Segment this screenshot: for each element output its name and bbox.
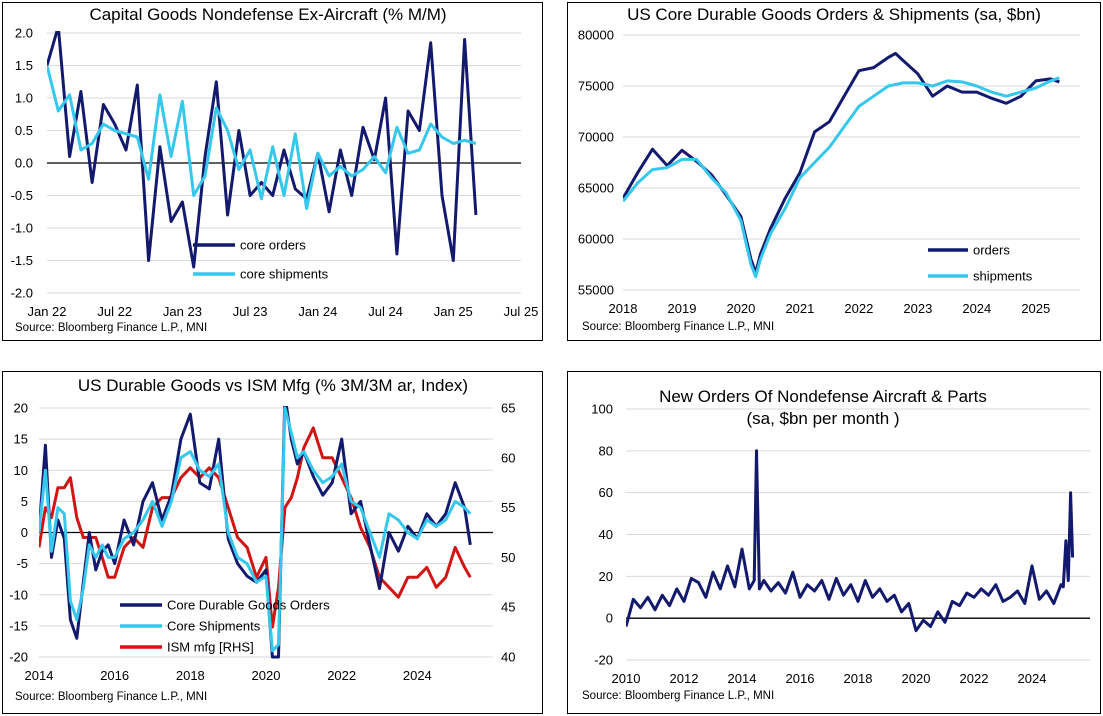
y-tick-label: 60	[599, 485, 613, 500]
capital-goods-chart: Capital Goods Nondefense Ex-Aircraft (% …	[11, 5, 539, 334]
y-tick-label: 60000	[578, 232, 614, 247]
y-tick-label: 70000	[578, 130, 614, 145]
x-tick-label: Jan 25	[434, 304, 473, 319]
y-tick-label: 75000	[578, 79, 614, 94]
legend-label: ISM mfg [RHS]	[167, 640, 254, 655]
series-line-core-orders	[47, 31, 478, 269]
x-tick-label: 2024	[403, 668, 432, 683]
y-tick-label: 80000	[578, 28, 614, 43]
x-tick-label: 2022	[327, 668, 356, 683]
core-durable-chart: US Core Durable Goods Orders & Shipments…	[578, 5, 1080, 333]
y2-tick-label: 45	[501, 600, 515, 615]
x-tick-label: Jul 24	[368, 304, 403, 319]
source-note: Source: Bloomberg Finance L.P., MNI	[15, 322, 207, 334]
x-tick-label: 2018	[609, 301, 638, 316]
x-tick-label: Jan 24	[298, 304, 337, 319]
y2-tick-label: 65	[501, 401, 515, 416]
y-tick-label: 20	[599, 569, 613, 584]
aircraft-orders-chart: New Orders Of Nondefense Aircraft & Part…	[582, 387, 1090, 702]
aircraft-orders-chart-panel: New Orders Of Nondefense Aircraft & Part…	[567, 371, 1101, 714]
x-tick-label: 2020	[902, 671, 931, 686]
y-tick-label: -2.0	[11, 286, 33, 301]
x-tick-label: 2022	[960, 671, 989, 686]
series-line-core-shipments	[47, 65, 477, 210]
y-tick-label: 0.0	[15, 156, 33, 171]
x-tick-label: Jul 25	[504, 304, 539, 319]
x-tick-label: 2014	[25, 668, 54, 683]
y2-tick-label: 55	[501, 500, 515, 515]
y-tick-label: 20	[14, 401, 28, 416]
series-line-core-shipments	[39, 406, 472, 653]
y-tick-label: -5	[16, 556, 28, 571]
x-tick-label: 2024	[1018, 671, 1047, 686]
chart-title: New Orders Of Nondefense Aircraft & Part…	[659, 387, 987, 406]
x-tick-label: Jan 23	[163, 304, 202, 319]
durable-ism-chart: US Durable Goods vs ISM Mfg (% 3M/3M ar,…	[9, 376, 515, 703]
x-tick-label: Jul 23	[233, 304, 268, 319]
y-tick-label: 0	[606, 611, 613, 626]
y-tick-label: 15	[14, 432, 28, 447]
x-tick-label: 2021	[785, 301, 814, 316]
y-tick-label: -20	[9, 650, 28, 665]
legend-label: core orders	[240, 238, 306, 253]
chart-title: Capital Goods Nondefense Ex-Aircraft (% …	[89, 5, 446, 24]
y-tick-label: -20	[594, 653, 613, 668]
chart-title: US Core Durable Goods Orders & Shipments…	[627, 5, 1041, 24]
y2-tick-label: 60	[501, 450, 515, 465]
legend-label: orders	[973, 243, 1010, 258]
capital-goods-chart-panel: Capital Goods Nondefense Ex-Aircraft (% …	[2, 2, 543, 341]
y2-tick-label: 40	[501, 650, 515, 665]
x-tick-label: 2025	[1021, 301, 1050, 316]
legend-label: shipments	[973, 269, 1033, 284]
x-tick-label: 2014	[728, 671, 757, 686]
y-tick-label: -15	[9, 618, 28, 633]
x-tick-label: 2020	[252, 668, 281, 683]
x-tick-label: 2024	[962, 301, 991, 316]
y-tick-label: 0.5	[15, 123, 33, 138]
source-note: Source: Bloomberg Finance L.P., MNI	[582, 321, 774, 333]
x-tick-label: 2018	[176, 668, 205, 683]
y-tick-label: 65000	[578, 181, 614, 196]
x-tick-label: 2012	[670, 671, 699, 686]
x-tick-label: 2016	[100, 668, 129, 683]
y-tick-label: 55000	[578, 283, 614, 298]
source-note: Source: Bloomberg Finance L.P., MNI	[15, 691, 207, 703]
x-tick-label: 2023	[903, 301, 932, 316]
source-note: Source: Bloomberg Finance L.P., MNI	[582, 690, 774, 702]
x-tick-label: Jul 22	[97, 304, 132, 319]
x-tick-label: 2010	[612, 671, 641, 686]
series-line-shipments	[623, 76, 1060, 279]
x-tick-label: Jan 22	[27, 304, 66, 319]
series-line-core-durable-goods-orders	[39, 406, 472, 659]
legend-label: Core Durable Goods Orders	[167, 598, 330, 613]
core-durable-chart-panel: US Core Durable Goods Orders & Shipments…	[567, 2, 1101, 341]
y-tick-label: 1.0	[15, 91, 33, 106]
legend-label: Core Shipments	[167, 619, 261, 634]
y-tick-label: -1.5	[11, 253, 33, 268]
y-tick-label: -1.0	[11, 221, 33, 236]
y-tick-label: 80	[599, 443, 613, 458]
y-tick-label: 5	[21, 494, 28, 509]
x-tick-label: 2020	[726, 301, 755, 316]
y-tick-label: 1.5	[15, 58, 33, 73]
y2-tick-label: 50	[501, 550, 515, 565]
chart-title: US Durable Goods vs ISM Mfg (% 3M/3M ar,…	[78, 376, 468, 395]
x-tick-label: 2016	[786, 671, 815, 686]
y-tick-label: 40	[599, 527, 613, 542]
series-line-nondefense-aircraft-parts-orders	[626, 449, 1075, 633]
x-tick-label: 2018	[844, 671, 873, 686]
y-tick-label: 2.0	[15, 26, 33, 41]
x-tick-label: 2019	[668, 301, 697, 316]
y-tick-label: 10	[14, 463, 28, 478]
chart-subtitle: (sa, $bn per month )	[746, 409, 899, 428]
durable-ism-chart-panel: US Durable Goods vs ISM Mfg (% 3M/3M ar,…	[2, 371, 543, 714]
y-tick-label: 0	[21, 525, 28, 540]
x-tick-label: 2022	[844, 301, 873, 316]
y-tick-label: -0.5	[11, 188, 33, 203]
y-tick-label: -10	[9, 587, 28, 602]
y-tick-label: 100	[591, 402, 613, 417]
series-line-ism-mfg-rhs	[39, 426, 472, 629]
legend-label: core shipments	[240, 267, 329, 282]
